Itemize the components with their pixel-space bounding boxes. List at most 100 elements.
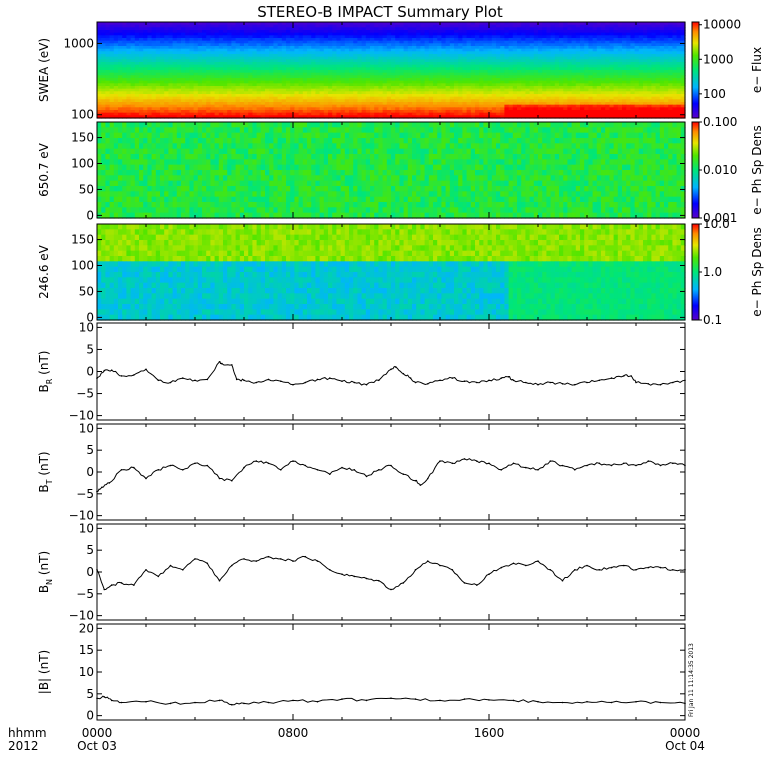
heatmap-cell bbox=[672, 40, 678, 44]
heatmap-cell bbox=[470, 48, 476, 52]
heatmap-cell bbox=[202, 59, 207, 63]
heatmap-cell bbox=[176, 48, 182, 52]
heatmap-cell bbox=[634, 51, 640, 55]
heatmap-cell bbox=[273, 43, 279, 47]
heatmap-cell bbox=[647, 48, 652, 52]
heatmap-cell bbox=[449, 40, 455, 44]
heatmap-cell bbox=[244, 32, 249, 36]
heatmap-cell bbox=[202, 56, 207, 60]
heatmap-cell bbox=[630, 48, 636, 52]
heatmap-cell bbox=[466, 46, 472, 50]
heatmap-cell bbox=[437, 54, 442, 58]
heatmap-cell bbox=[315, 48, 321, 52]
heatmap-cell bbox=[172, 22, 178, 26]
heatmap-cell bbox=[206, 27, 211, 31]
heatmap-cell bbox=[433, 35, 438, 39]
heatmap-cell bbox=[399, 54, 405, 58]
heatmap-cell bbox=[441, 59, 447, 63]
heatmap-cell bbox=[206, 40, 211, 44]
heatmap-cell bbox=[160, 24, 165, 28]
heatmap-cell bbox=[97, 62, 102, 66]
heatmap-cell bbox=[147, 48, 153, 52]
heatmap-cell bbox=[164, 54, 169, 58]
heatmap-cell bbox=[286, 35, 291, 39]
heatmap-cell bbox=[357, 40, 363, 44]
heatmap-cell bbox=[538, 24, 543, 28]
heatmap-cell bbox=[437, 46, 442, 50]
heatmap-cell bbox=[248, 59, 253, 63]
heatmap-cell bbox=[294, 38, 300, 42]
heatmap-cell bbox=[273, 62, 279, 66]
heatmap-cell bbox=[617, 51, 623, 55]
heatmap-cell bbox=[374, 56, 379, 60]
heatmap-cell bbox=[134, 56, 140, 60]
heatmap-cell bbox=[181, 54, 186, 58]
heatmap-cell bbox=[676, 24, 682, 28]
heatmap-cell bbox=[580, 22, 585, 26]
heatmap-cell bbox=[315, 27, 321, 31]
heatmap-cell bbox=[504, 46, 510, 50]
heatmap-cell bbox=[542, 35, 547, 39]
heatmap-cell bbox=[634, 27, 640, 31]
heatmap-cell bbox=[458, 30, 463, 34]
heatmap-cell bbox=[571, 38, 577, 42]
heatmap-cell bbox=[592, 51, 598, 55]
heatmap-cell bbox=[638, 43, 644, 47]
heatmap-cell bbox=[554, 24, 560, 28]
heatmap-cell bbox=[235, 24, 241, 28]
heatmap-cell bbox=[202, 35, 207, 39]
heatmap-cell bbox=[647, 38, 652, 42]
heatmap-cell bbox=[647, 22, 652, 26]
heatmap-cell bbox=[525, 43, 531, 47]
heatmap-cell bbox=[508, 43, 514, 47]
heatmap-cell bbox=[168, 54, 174, 58]
heatmap-cell bbox=[244, 48, 249, 52]
heatmap-cell bbox=[517, 22, 522, 26]
heatmap-cell bbox=[214, 35, 220, 39]
heatmap-cell bbox=[97, 24, 102, 28]
heatmap-cell bbox=[676, 38, 682, 42]
heatmap-cell bbox=[584, 24, 589, 28]
heatmap-cell bbox=[290, 59, 295, 63]
heatmap-cell bbox=[370, 30, 375, 34]
heatmap-cell bbox=[517, 54, 522, 58]
heatmap-cell bbox=[668, 40, 673, 44]
heatmap-cell bbox=[202, 22, 207, 26]
heatmap-cell bbox=[336, 62, 342, 66]
heatmap-cell bbox=[185, 51, 190, 55]
heatmap-cell bbox=[353, 22, 358, 26]
heatmap-cell bbox=[101, 30, 106, 34]
heatmap-cell bbox=[256, 48, 262, 52]
heatmap-cell bbox=[336, 51, 342, 55]
heatmap-cell bbox=[668, 22, 673, 26]
heatmap-cell bbox=[609, 46, 615, 50]
heatmap-cell bbox=[483, 54, 489, 58]
heatmap-cell bbox=[491, 22, 497, 26]
heatmap-cell bbox=[218, 40, 224, 44]
heatmap-cell bbox=[248, 24, 253, 28]
heatmap-cell bbox=[273, 54, 279, 58]
heatmap-cell bbox=[302, 35, 308, 39]
heatmap-cell bbox=[357, 43, 363, 47]
heatmap-cell bbox=[517, 62, 522, 66]
heatmap-cell bbox=[668, 27, 673, 31]
heatmap-cell bbox=[601, 38, 606, 42]
heatmap-cell bbox=[458, 24, 463, 28]
heatmap-cell bbox=[328, 38, 333, 42]
heatmap-cell bbox=[664, 40, 669, 44]
heatmap-cell bbox=[193, 46, 199, 50]
heatmap-cell bbox=[130, 59, 136, 63]
heatmap-cell bbox=[521, 48, 526, 52]
heatmap-cell bbox=[399, 62, 405, 66]
heatmap-cell bbox=[197, 56, 203, 60]
heatmap-cell bbox=[374, 38, 379, 42]
heatmap-cell bbox=[210, 38, 216, 42]
heatmap-cell bbox=[185, 30, 190, 34]
heatmap-cell bbox=[550, 62, 556, 66]
heatmap-cell bbox=[567, 56, 573, 60]
heatmap-cell bbox=[206, 24, 211, 28]
heatmap-cell bbox=[328, 51, 333, 55]
heatmap-cell bbox=[185, 35, 190, 39]
heatmap-cell bbox=[134, 30, 140, 34]
